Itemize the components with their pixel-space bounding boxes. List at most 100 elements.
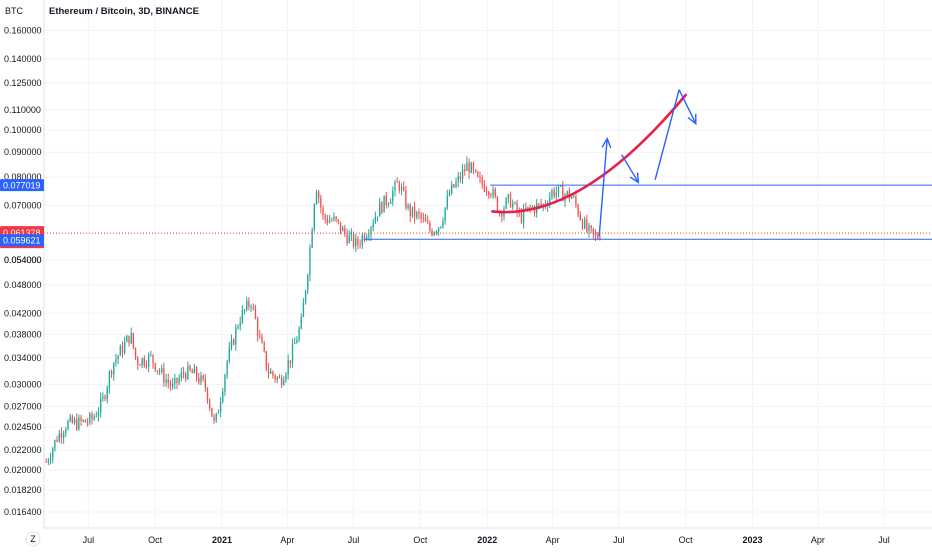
candle-body[interactable] xyxy=(248,300,250,307)
candle[interactable] xyxy=(178,374,180,386)
candle-body[interactable] xyxy=(422,217,425,219)
candle[interactable] xyxy=(442,217,444,229)
candle[interactable] xyxy=(71,414,74,424)
candle[interactable] xyxy=(228,341,230,364)
candle-body[interactable] xyxy=(509,194,512,208)
candle-body[interactable] xyxy=(82,419,84,422)
candle-body[interactable] xyxy=(117,355,119,360)
candle-body[interactable] xyxy=(241,309,244,323)
candle[interactable] xyxy=(328,214,331,224)
candle[interactable] xyxy=(363,232,366,243)
candle-body[interactable] xyxy=(123,342,126,354)
candle-body[interactable] xyxy=(573,196,575,198)
candle[interactable] xyxy=(494,187,496,199)
candle-body[interactable] xyxy=(577,204,579,215)
candle[interactable] xyxy=(488,190,490,199)
candle-body[interactable] xyxy=(468,162,470,173)
candle-body[interactable] xyxy=(232,339,235,345)
candle[interactable] xyxy=(217,409,220,414)
candle[interactable] xyxy=(67,419,69,431)
candle[interactable] xyxy=(472,161,475,175)
candle-body[interactable] xyxy=(52,448,54,459)
candle[interactable] xyxy=(348,230,350,244)
candle[interactable] xyxy=(76,413,78,431)
candle[interactable] xyxy=(158,368,161,376)
candle-body[interactable] xyxy=(522,208,525,223)
candle-body[interactable] xyxy=(187,365,189,380)
candle-body[interactable] xyxy=(304,290,307,303)
candle-body[interactable] xyxy=(256,318,259,336)
candle[interactable] xyxy=(263,340,265,353)
candle[interactable] xyxy=(466,156,468,172)
candle-body[interactable] xyxy=(189,365,191,371)
candle-body[interactable] xyxy=(270,371,272,374)
candle[interactable] xyxy=(455,177,457,189)
candle-body[interactable] xyxy=(139,364,141,366)
candle-body[interactable] xyxy=(263,343,265,352)
candle-body[interactable] xyxy=(333,216,335,221)
candle[interactable] xyxy=(215,412,217,423)
candle[interactable] xyxy=(200,371,202,386)
candle[interactable] xyxy=(383,195,385,213)
candle-body[interactable] xyxy=(494,189,496,197)
candle-body[interactable] xyxy=(420,213,422,218)
candle-body[interactable] xyxy=(512,203,514,208)
candle-body[interactable] xyxy=(58,433,60,442)
candle[interactable] xyxy=(304,289,307,305)
candle-body[interactable] xyxy=(594,233,597,236)
candle[interactable] xyxy=(235,323,237,351)
candle[interactable] xyxy=(553,187,555,199)
candle[interactable] xyxy=(187,361,189,381)
candle-body[interactable] xyxy=(283,380,285,386)
candle[interactable] xyxy=(326,215,329,226)
candle-body[interactable] xyxy=(254,307,257,319)
candle[interactable] xyxy=(261,333,263,344)
candle-body[interactable] xyxy=(193,367,196,374)
candle-body[interactable] xyxy=(586,219,588,232)
candle[interactable] xyxy=(564,192,566,207)
candle-body[interactable] xyxy=(470,163,472,173)
candle[interactable] xyxy=(294,337,296,345)
candle-body[interactable] xyxy=(302,302,305,318)
candle-body[interactable] xyxy=(202,375,204,380)
candle[interactable] xyxy=(106,385,108,404)
candle[interactable] xyxy=(285,371,287,383)
candle[interactable] xyxy=(56,435,58,443)
candle-body[interactable] xyxy=(246,300,248,310)
candle[interactable] xyxy=(141,357,143,369)
candle-body[interactable] xyxy=(361,235,363,245)
candle-body[interactable] xyxy=(518,212,520,214)
candle[interactable] xyxy=(276,376,278,384)
candle-body[interactable] xyxy=(389,201,392,204)
candle-body[interactable] xyxy=(278,377,281,379)
bowl-curve[interactable] xyxy=(491,93,687,214)
candle[interactable] xyxy=(339,221,342,235)
candle[interactable] xyxy=(583,216,586,230)
candle[interactable] xyxy=(396,177,398,183)
candle-body[interactable] xyxy=(435,231,438,233)
candle[interactable] xyxy=(427,215,429,224)
candle[interactable] xyxy=(78,414,80,431)
candle-body[interactable] xyxy=(496,196,499,212)
candle[interactable] xyxy=(372,218,374,232)
candle-body[interactable] xyxy=(78,417,80,430)
candle[interactable] xyxy=(392,186,394,206)
candle[interactable] xyxy=(280,374,283,389)
candle-body[interactable] xyxy=(49,458,52,461)
candle-body[interactable] xyxy=(84,419,87,423)
candle-body[interactable] xyxy=(191,370,193,374)
candle[interactable] xyxy=(198,372,200,385)
candle-body[interactable] xyxy=(507,194,510,199)
candle-body[interactable] xyxy=(516,202,518,213)
candle[interactable] xyxy=(429,220,431,233)
candle-body[interactable] xyxy=(86,422,89,424)
candle-body[interactable] xyxy=(562,186,564,201)
candle[interactable] xyxy=(492,185,494,199)
candle[interactable] xyxy=(490,192,492,199)
candle-body[interactable] xyxy=(239,322,241,327)
candle-body[interactable] xyxy=(67,421,69,430)
candle-body[interactable] xyxy=(69,416,71,422)
candle[interactable] xyxy=(403,181,405,192)
candle-body[interactable] xyxy=(520,212,523,223)
candle-body[interactable] xyxy=(335,216,337,220)
